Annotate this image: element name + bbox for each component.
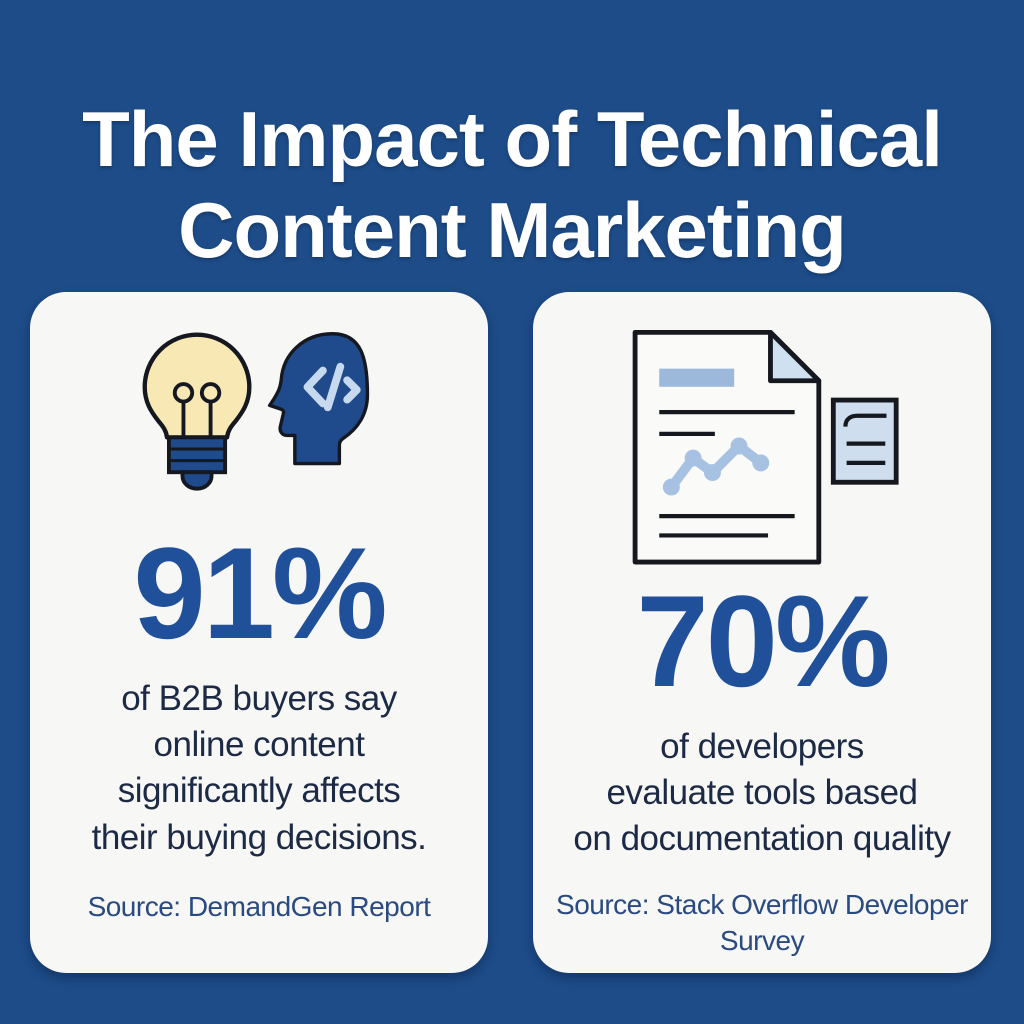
stat-source: Source: Stack Overflow Developer Survey [556, 888, 968, 956]
stat-value: 70% [636, 568, 890, 714]
lightbulb-and-head-code-icon [133, 322, 385, 514]
document-chart-icon [623, 322, 901, 570]
stat-description: of developers evaluate tools based on do… [573, 727, 951, 859]
stat-card-b2b-buyers: 91% of B2B buyers say online content sig… [30, 292, 488, 973]
stat-source: Source: DemandGen Report [87, 890, 431, 922]
stat-description: of B2B buyers say online content signifi… [91, 679, 427, 857]
stat-value: 91% [133, 520, 387, 666]
page-title: The Impact of Technical Content Marketin… [82, 95, 943, 274]
stat-card-developers: 70% of developers evaluate tools based o… [533, 292, 991, 973]
